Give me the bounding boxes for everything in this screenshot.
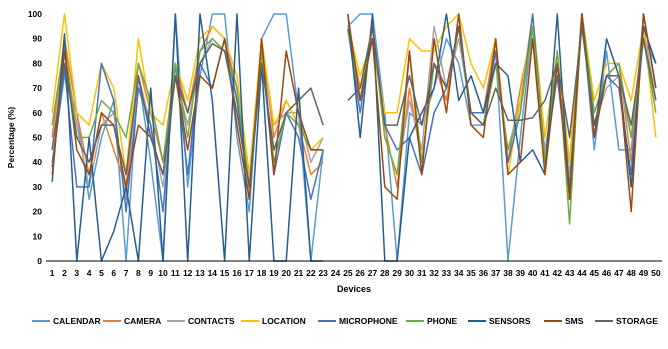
x-tick-label: 36 [479, 268, 489, 278]
legend: CALENDAR CAMERA CONTACTS LOCATION MICROPHONE… [32, 316, 658, 326]
x-tick-label: 50 [651, 268, 661, 278]
x-tick-label: 30 [405, 268, 415, 278]
x-tick-label: 1 [50, 268, 55, 278]
legend-label: CALENDAR [53, 316, 101, 326]
legend-item-calendar: CALENDAR [32, 316, 101, 326]
x-tick-label: 5 [99, 268, 104, 278]
x-tick-label: 44 [577, 268, 587, 278]
x-tick-label: 49 [639, 268, 649, 278]
x-tick-label: 39 [516, 268, 526, 278]
y-tick-label: 0 [37, 256, 42, 266]
x-tick-label: 17 [245, 268, 255, 278]
x-tick-label: 26 [355, 268, 365, 278]
x-tick-label: 19 [269, 268, 279, 278]
x-tick-label: 42 [553, 268, 563, 278]
y-tick-label: 40 [33, 157, 43, 167]
x-tick-label: 3 [74, 268, 79, 278]
y-tick-labels: 0 10 20 30 40 50 60 70 80 90 100 [28, 9, 42, 266]
x-tick-label: 18 [257, 268, 267, 278]
y-axis-title: Percentage (%) [6, 107, 16, 169]
x-tick-label: 15 [220, 268, 230, 278]
x-tick-label: 40 [528, 268, 538, 278]
x-tick-label: 10 [158, 268, 168, 278]
x-tick-label: 11 [171, 268, 180, 278]
x-tick-label: 46 [602, 268, 612, 278]
x-tick-label: 23 [318, 268, 328, 278]
x-tick-label: 21 [294, 268, 304, 278]
x-tick-label: 48 [626, 268, 636, 278]
y-tick-label: 20 [33, 207, 43, 217]
legend-label: CONTACTS [188, 316, 235, 326]
x-tick-label: 38 [503, 268, 513, 278]
x-tick-label: 16 [232, 268, 242, 278]
x-tick-label: 12 [183, 268, 193, 278]
y-tick-label: 30 [33, 182, 43, 192]
x-tick-label: 33 [442, 268, 452, 278]
x-tick-label: 27 [368, 268, 378, 278]
legend-label: STORAGE [616, 316, 658, 326]
x-tick-label: 8 [136, 268, 141, 278]
series-line-storage [51, 25, 657, 188]
x-tick-label: 32 [429, 268, 439, 278]
y-tick-label: 100 [28, 9, 42, 19]
x-tick-label: 35 [466, 268, 476, 278]
legend-item-contacts: CONTACTS [167, 316, 235, 326]
x-axis-title: Devices [337, 284, 371, 294]
x-tick-label: 22 [306, 268, 316, 278]
legend-label: MICROPHONE [339, 316, 398, 326]
x-tick-label: 41 [540, 268, 550, 278]
legend-label: SMS [565, 316, 584, 326]
y-tick-label: 50 [33, 133, 43, 143]
x-tick-label: 28 [380, 268, 390, 278]
legend-item-sensors: SENSORS [468, 316, 531, 326]
legend-item-location: LOCATION [241, 316, 306, 326]
x-tick-label: 43 [565, 268, 575, 278]
legend-item-sms: SMS [544, 316, 584, 326]
x-tick-label: 6 [111, 268, 116, 278]
x-tick-label: 20 [282, 268, 292, 278]
y-tick-label: 60 [33, 108, 43, 118]
series-lines [51, 13, 657, 262]
legend-item-storage: STORAGE [595, 316, 658, 326]
legend-item-microphone: MICROPHONE [318, 316, 398, 326]
x-tick-label: 2 [62, 268, 67, 278]
x-tick-label: 24 [331, 268, 341, 278]
x-tick-label: 34 [454, 268, 464, 278]
x-tick-label: 31 [417, 268, 427, 278]
legend-label: LOCATION [262, 316, 306, 326]
x-tick-label: 25 [343, 268, 353, 278]
x-tick-label: 13 [195, 268, 205, 278]
x-tick-label: 47 [614, 268, 624, 278]
x-tick-label: 29 [392, 268, 402, 278]
legend-item-phone: PHONE [406, 316, 458, 326]
x-tick-labels: 1 2 3 4 5 6 7 8 9 10 11 12 13 14 15 16 17 18 19 20 21 22 23 24 2… [50, 268, 661, 278]
legend-label: SENSORS [489, 316, 531, 326]
x-tick-label: 4 [87, 268, 92, 278]
x-tick-label: 37 [491, 268, 501, 278]
x-tick-label: 7 [124, 268, 129, 278]
y-tick-label: 80 [33, 58, 43, 68]
x-tick-label: 9 [148, 268, 153, 278]
legend-item-camera: CAMERA [103, 316, 161, 326]
y-tick-label: 10 [33, 231, 43, 241]
x-tick-label: 14 [208, 268, 218, 278]
y-tick-label: 70 [33, 83, 43, 93]
legend-label: CAMERA [124, 316, 161, 326]
y-tick-label: 90 [33, 34, 43, 44]
legend-label: PHONE [427, 316, 458, 326]
x-tick-label: 45 [590, 268, 600, 278]
